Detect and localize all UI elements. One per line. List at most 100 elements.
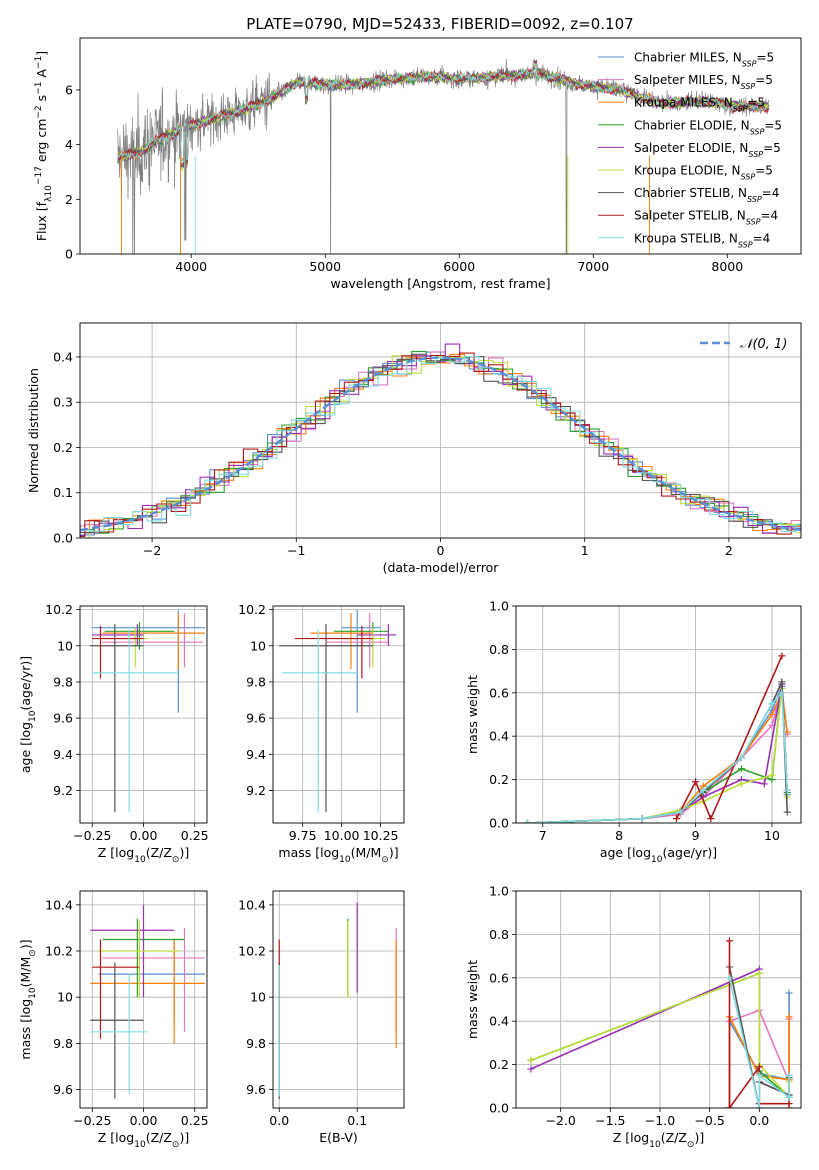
y-tick-label: 1.0 xyxy=(489,599,509,614)
error-bar-point xyxy=(102,613,205,670)
legend-item: Chabrier STELIB, NSSP=4 xyxy=(598,186,779,204)
weight-series xyxy=(672,652,786,823)
x-tick-label: 0.0 xyxy=(269,1113,289,1128)
legend-ssp-sub: SSP xyxy=(748,149,763,158)
label-part: mass [log xyxy=(278,845,339,860)
legend-series-name: Chabrier MILES xyxy=(634,51,725,65)
weight-marker xyxy=(768,711,776,718)
legend-n-value: =4 xyxy=(762,186,780,200)
y-tick-label: 0.1 xyxy=(53,485,73,500)
weight-marker xyxy=(785,1071,793,1079)
y-tick-label: 0.0 xyxy=(53,531,73,546)
weight-marker xyxy=(699,786,707,794)
y-tick-label: 0.6 xyxy=(489,970,509,985)
label-part: s xyxy=(34,95,49,106)
legend-n-prefix: , N xyxy=(730,186,747,200)
label-part: −17 xyxy=(34,166,44,185)
label-part: −2 xyxy=(34,105,44,118)
legend-label: Chabrier MILES, NSSP=5 xyxy=(634,51,774,69)
legend-item: Kroupa MILES, NSSP=5 xyxy=(598,96,765,113)
weight-marker xyxy=(755,1104,763,1108)
label-part: (Z/Z xyxy=(146,1130,172,1145)
figure-title: PLATE=0790, MJD=52433, FIBERID=0092, z=0… xyxy=(246,15,633,33)
axes-frame xyxy=(272,605,405,824)
x-tick-label: 5000 xyxy=(309,259,341,274)
x-axis-label: (data-model)/error xyxy=(383,560,500,575)
weight-marker xyxy=(785,1013,793,1021)
x-tick-label: 7000 xyxy=(577,259,609,274)
legend-label: Salpeter MILES, NSSP=5 xyxy=(634,73,773,91)
weight-line xyxy=(527,683,788,823)
error-bar-point xyxy=(102,613,203,668)
error-bar-point xyxy=(92,609,205,713)
weight-marker xyxy=(707,815,715,823)
label-part: ] xyxy=(34,51,49,56)
label-part: 10 xyxy=(339,855,351,865)
x-tick-label: 9 xyxy=(692,828,700,843)
y-tick-label: 10.2 xyxy=(238,602,266,617)
legend-ssp-sub: SSP xyxy=(750,127,765,136)
label-part: A xyxy=(34,69,49,82)
label-part: ⊙ xyxy=(172,855,180,865)
error-bar-point xyxy=(326,613,389,668)
y-tick-label: 4 xyxy=(65,137,73,152)
weight-series xyxy=(523,689,791,823)
label-part: 10 xyxy=(649,1140,661,1150)
weight-line xyxy=(527,690,788,823)
x-tick-label: 2 xyxy=(725,543,733,558)
weight-marker xyxy=(783,808,791,816)
label-part: 10 xyxy=(134,1140,146,1150)
legend-item: Salpeter ELODIE, NSSP=5 xyxy=(598,141,781,159)
y-tick-label: 9.6 xyxy=(246,711,266,726)
y-tick-label: 10.4 xyxy=(238,897,266,912)
weight-marker xyxy=(523,819,531,823)
legend-n-prefix: , N xyxy=(725,51,742,65)
error-bar-point xyxy=(90,624,144,813)
axes-frame xyxy=(272,890,405,1109)
y-tick-label: 9.8 xyxy=(246,1036,266,1051)
plot-area xyxy=(90,609,205,813)
y-tick-label: 0.2 xyxy=(489,772,509,787)
x-axis-label: E(B-V) xyxy=(319,1130,358,1145)
error-bar-point xyxy=(92,939,140,1039)
label-part: Z [log xyxy=(98,1130,134,1145)
error-bar-point xyxy=(92,629,179,813)
label-part: )] xyxy=(179,1130,189,1145)
error-bar-point xyxy=(90,939,205,1044)
legend-series-name: Chabrier STELIB xyxy=(634,186,730,200)
x-axis-label: Z [log10(Z/Z⊙)] xyxy=(98,1130,189,1150)
y-tick-label: 9.2 xyxy=(246,783,266,798)
legend-label: Salpeter ELODIE, NSSP=5 xyxy=(634,141,781,159)
legend-n-prefix: , N xyxy=(724,164,741,178)
x-tick-label: 8000 xyxy=(711,259,743,274)
weight-marker xyxy=(692,778,700,786)
legend-n-prefix: , N xyxy=(716,96,733,110)
legend-ssp-sub: SSP xyxy=(746,217,761,226)
axes-mass_vs_ebv: 0.0 0.1 9.6 9.8 10 10.2 10.4 E(B-V) xyxy=(238,890,405,1145)
label-part: 10 xyxy=(44,185,54,197)
legend-n-prefix: , N xyxy=(732,141,749,155)
y-tick-label: 9.4 xyxy=(246,747,266,762)
label-part: ⊙ xyxy=(381,855,389,865)
x-tick-label: 10.00 xyxy=(324,828,360,843)
legend-n-value: =5 xyxy=(755,73,773,87)
weight-series xyxy=(523,689,791,823)
label-part: 10 xyxy=(28,987,38,999)
weight-marker xyxy=(737,780,745,788)
x-tick-label: 8 xyxy=(615,828,623,843)
weight-series xyxy=(726,974,793,1108)
label-part: Z [log xyxy=(613,1130,649,1145)
weight-marker xyxy=(778,689,786,697)
x-tick-label: 0.25 xyxy=(181,1113,209,1128)
legend-n-value: =4 xyxy=(753,231,771,245)
weight-marker xyxy=(785,989,793,997)
label-part: Flux [f xyxy=(34,201,49,241)
x-tick-label: 0 xyxy=(437,543,445,558)
label-part: (Z/Z xyxy=(146,845,172,860)
error-bar-point xyxy=(90,962,144,1099)
weight-marker xyxy=(676,808,684,816)
